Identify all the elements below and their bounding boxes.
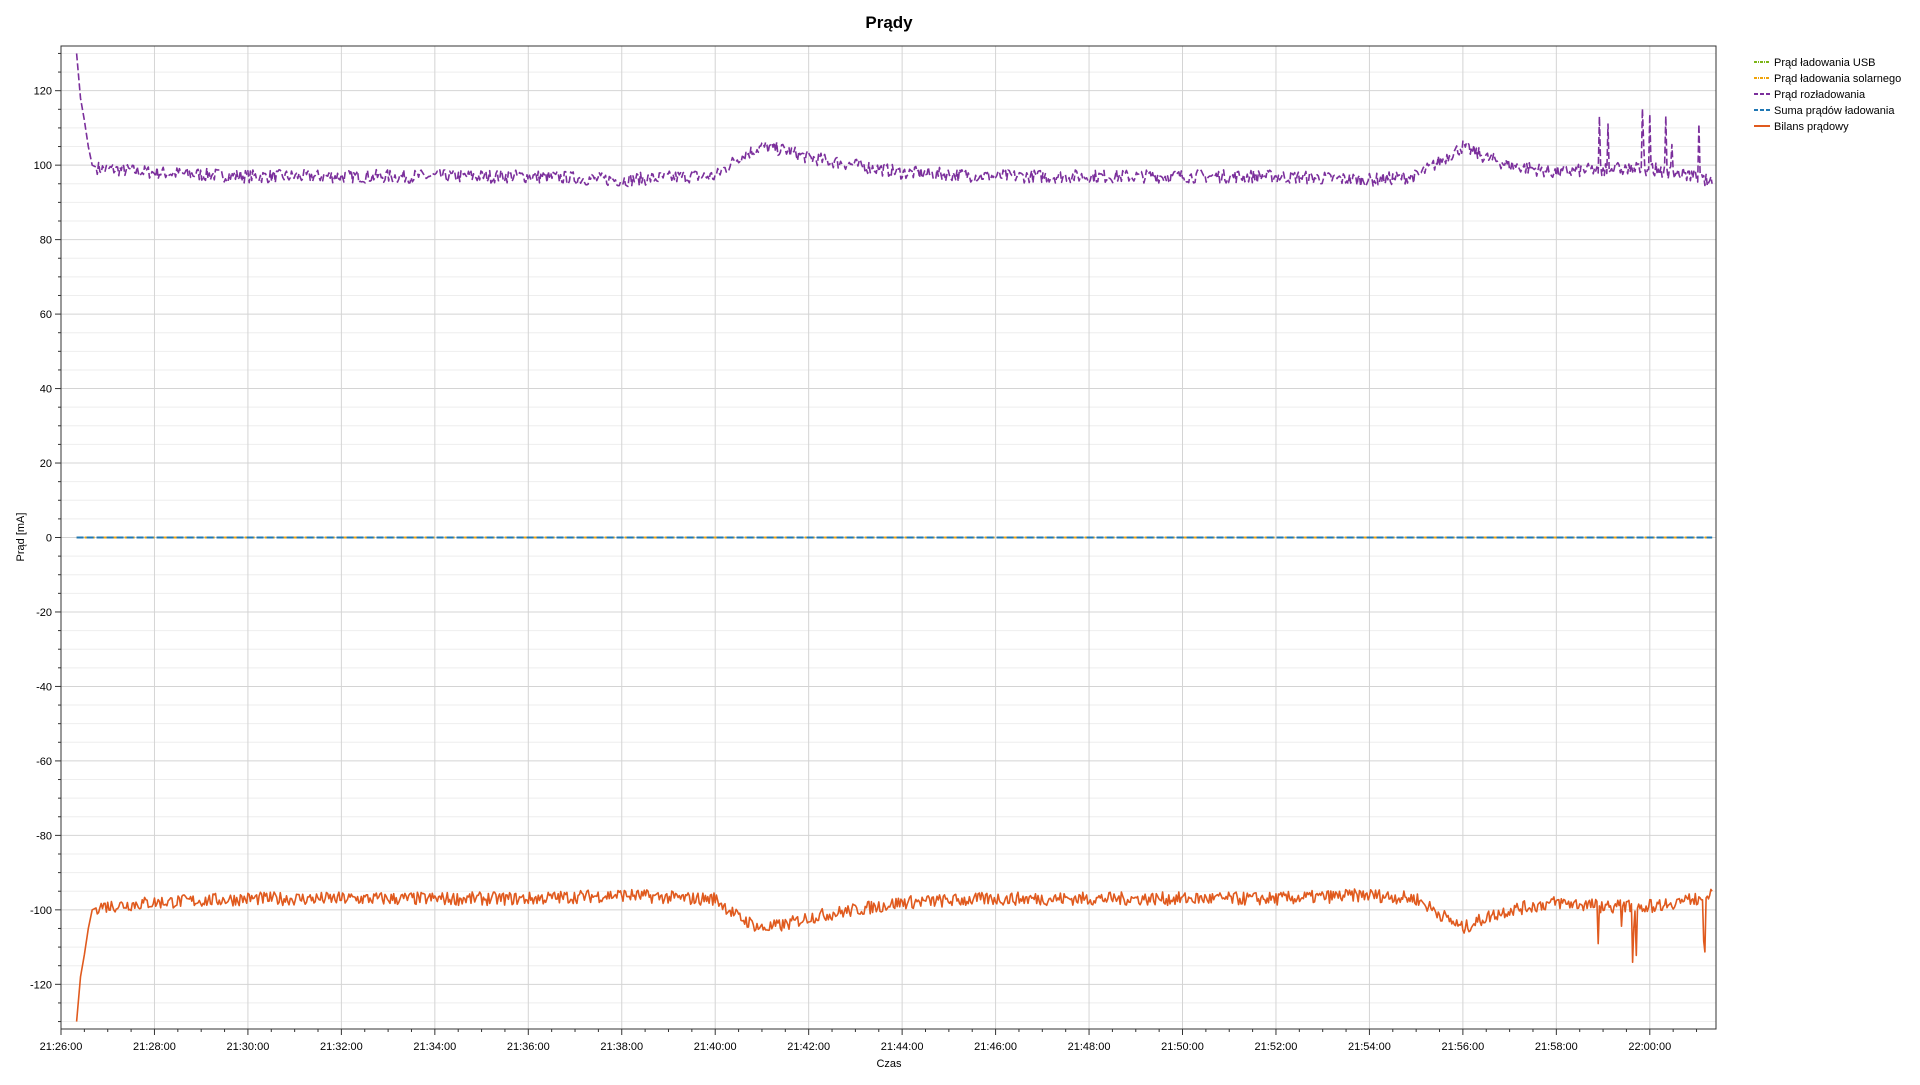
y-tick-label: 20: [40, 458, 52, 470]
y-tick-label: -40: [36, 681, 52, 693]
series-layer: [75, 53, 1713, 1022]
x-tick-label: 21:34:00: [413, 1041, 456, 1053]
y-tick-label: 60: [40, 309, 52, 321]
x-tick-label: 21:50:00: [1161, 1041, 1204, 1053]
series-line-2: [75, 53, 1713, 188]
legend-item-label[interactable]: Bilans prądowy: [1774, 121, 1849, 133]
x-axis-title: Czas: [876, 1058, 902, 1070]
y-tick-label: -80: [36, 830, 52, 842]
x-tick-label: 21:36:00: [507, 1041, 550, 1053]
y-tick-label: 0: [46, 533, 52, 545]
x-tick-label: 21:30:00: [227, 1041, 270, 1053]
x-axis: 21:26:00 21:28:00 21:30:00 21:32:00 21:34:00…: [40, 1029, 1698, 1053]
x-tick-label: 21:40:00: [694, 1041, 737, 1053]
legend[interactable]: Prąd ładowania USB Prąd ładowania solarne…: [1754, 57, 1901, 133]
y-tick-label: 40: [40, 384, 52, 396]
y-tick-label: -120: [30, 979, 52, 991]
x-tick-label: 21:26:00: [40, 1041, 83, 1053]
y-tick-label: -100: [30, 905, 52, 917]
y-axis: 120 100 80 60 40 20 0 -20 -40 -60 -80 -100 -120: [30, 52, 61, 1023]
x-tick-label: 21:58:00: [1535, 1041, 1578, 1053]
x-tick-label: 21:54:00: [1348, 1041, 1391, 1053]
x-tick-label: 21:42:00: [787, 1041, 830, 1053]
x-tick-label: 21:38:00: [600, 1041, 643, 1053]
x-tick-label: 21:28:00: [133, 1041, 176, 1053]
legend-item-label[interactable]: Prąd ładowania solarnego: [1774, 73, 1901, 85]
legend-item-label[interactable]: Prąd ładowania USB: [1774, 57, 1876, 69]
series-line-4: [75, 888, 1713, 1022]
x-tick-label: 21:46:00: [974, 1041, 1017, 1053]
grid-minor: [61, 52, 1716, 1023]
y-axis-title: Prąd [mA]: [15, 513, 27, 562]
x-tick-label: 21:48:00: [1068, 1041, 1111, 1053]
legend-item-label[interactable]: Suma prądów ładowania: [1774, 105, 1895, 117]
x-tick-label: 21:56:00: [1441, 1041, 1484, 1053]
chart-title: Prądy: [865, 13, 913, 32]
y-tick-label: 100: [34, 160, 52, 172]
x-tick-label: 21:52:00: [1255, 1041, 1298, 1053]
y-tick-label: -60: [36, 756, 52, 768]
x-tick-label: 22:00:00: [1628, 1041, 1671, 1053]
y-tick-label: -20: [36, 607, 52, 619]
x-tick-label: 21:44:00: [881, 1041, 924, 1053]
y-tick-label: 120: [34, 86, 52, 98]
y-tick-label: 80: [40, 235, 52, 247]
legend-item-label[interactable]: Prąd rozładowania: [1774, 89, 1866, 101]
x-tick-label: 21:32:00: [320, 1041, 363, 1053]
